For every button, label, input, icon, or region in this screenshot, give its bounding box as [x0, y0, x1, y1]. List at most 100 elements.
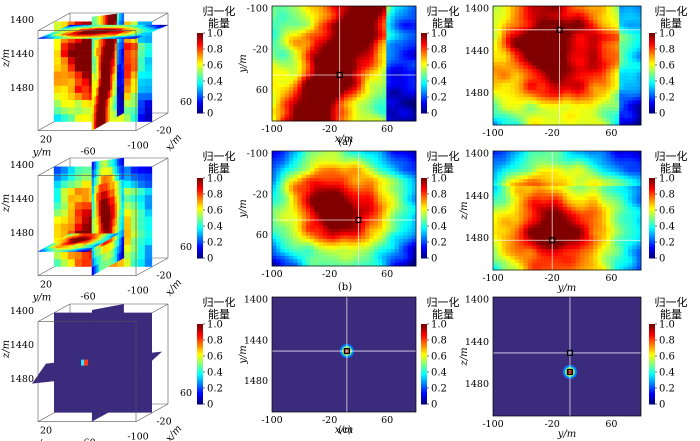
- colorbar-step: [649, 178, 655, 181]
- colorbar-step: [421, 210, 427, 213]
- colorbar-step: [197, 45, 203, 48]
- colorbar-step: [197, 252, 203, 255]
- colorbar-step: [649, 208, 655, 211]
- z-axis-label: z/m: [1, 340, 12, 359]
- colorbar-step: [649, 206, 655, 209]
- colorbar-step: [421, 358, 427, 361]
- colorbar-step: [649, 332, 655, 335]
- colorbar-step: [649, 81, 655, 84]
- colorbar-step: [649, 400, 655, 403]
- colorbar-title: 能量: [432, 161, 454, 175]
- colorbar-step: [649, 105, 655, 108]
- colorbar-step: [649, 41, 655, 44]
- colorbar-step: [197, 212, 203, 215]
- y-tick-label: 1480: [465, 88, 489, 99]
- colorbar-step: [197, 392, 203, 395]
- colorbar-tick-label: 1.0: [431, 320, 447, 331]
- colorbar-step: [421, 380, 427, 383]
- colorbar-step: [649, 226, 655, 229]
- colorbar-step: [197, 246, 203, 249]
- colorbar-step: [421, 246, 427, 249]
- colorbar-step: [197, 208, 203, 211]
- colorbar-step: [197, 214, 203, 217]
- colorbar-step: [421, 378, 427, 381]
- colorbar-step: [197, 370, 203, 373]
- colorbar-tick-label: 0: [431, 400, 437, 411]
- colorbar-step: [649, 57, 655, 60]
- x-tick-label: -20: [545, 128, 560, 139]
- colorbar-step: [649, 250, 655, 253]
- x-tick-label: -20: [156, 417, 171, 428]
- x-tick-label: -100: [261, 269, 282, 280]
- colorbar-step: [649, 200, 655, 203]
- x-tick-label: -100: [127, 432, 148, 441]
- x-tick-label: -100: [261, 415, 282, 426]
- z-tick-label: 1400: [10, 306, 34, 317]
- x-tick-label: -20: [322, 124, 337, 135]
- y-tick-label: 1440: [465, 46, 489, 57]
- colorbar-step: [649, 61, 655, 64]
- colorbar-step: [649, 37, 655, 40]
- colorbar-step: [649, 39, 655, 42]
- colorbar-step: [649, 248, 655, 251]
- colorbar-step: [421, 93, 427, 96]
- colorbar-title: 能量: [660, 16, 682, 30]
- colorbar-step: [197, 55, 203, 58]
- colorbar-step: [649, 364, 655, 367]
- colorbar-step: [421, 242, 427, 245]
- colorbar-tick-label: 0.6: [207, 352, 223, 363]
- colorbar-tick-label: 1.0: [659, 174, 675, 185]
- colorbar-step: [421, 376, 427, 379]
- colorbar-step: [421, 101, 427, 104]
- y-tick-label: -100: [247, 3, 268, 14]
- colorbar-step: [197, 350, 203, 353]
- colorbar-step: [197, 402, 203, 405]
- colorbar-step: [649, 328, 655, 331]
- colorbar-step: [197, 202, 203, 205]
- colorbar-step: [421, 330, 427, 333]
- colorbar-step: [421, 55, 427, 58]
- axes: -100 -20 60 1400 1440 1480 y/m z/m: [459, 148, 642, 294]
- colorbar-step: [197, 37, 203, 40]
- crosshair-mid-a: [272, 6, 416, 121]
- colorbar-step: [197, 328, 203, 331]
- colorbar-step: [197, 254, 203, 257]
- colorbar-step: [197, 390, 203, 393]
- colorbar-step: [421, 348, 427, 351]
- crosshair-right-c: [493, 297, 641, 416]
- axes-frame: [492, 5, 642, 126]
- colorbar-step: [649, 376, 655, 379]
- peak-marker: [556, 26, 563, 33]
- colorbar-tick-label: 1.0: [207, 29, 223, 40]
- colorbar-tick-label: 0.6: [659, 206, 675, 217]
- colorbar-step: [649, 182, 655, 185]
- colorbar-step: [421, 226, 427, 229]
- colorbar-tick-label: 0.2: [659, 384, 675, 395]
- y-axis-label: y/m: [32, 148, 52, 159]
- colorbar-step: [197, 111, 203, 114]
- colorbar-tick-label: 0.2: [431, 384, 447, 395]
- colorbar-step: [421, 41, 427, 44]
- colorbar-step: [421, 109, 427, 112]
- colorbar-tick-label: 0: [659, 254, 665, 265]
- colorbar-step: [197, 97, 203, 100]
- colorbar-step: [197, 87, 203, 90]
- row-label: (a): [338, 137, 352, 148]
- colorbar-step: [197, 89, 203, 92]
- colorbar-step: [649, 188, 655, 191]
- colorbar-title: 能量: [208, 16, 230, 30]
- colorbar-step: [197, 91, 203, 94]
- y-tick-label: -20: [253, 45, 268, 56]
- colorbar-step: [649, 388, 655, 391]
- colorbar-step: [421, 57, 427, 60]
- colorbar-step: [421, 198, 427, 201]
- colorbar-step: [197, 238, 203, 241]
- colorbar-step: [421, 402, 427, 405]
- colorbar-step: [197, 192, 203, 195]
- colorbar-step: [421, 182, 427, 185]
- colorbar-step: [421, 33, 427, 36]
